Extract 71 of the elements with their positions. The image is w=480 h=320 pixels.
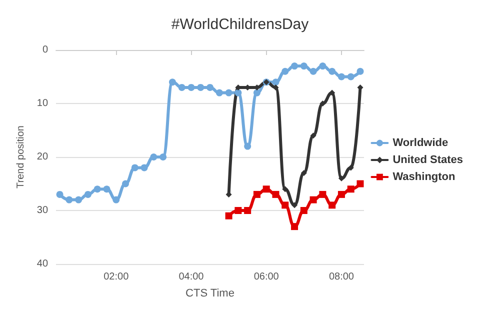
point bbox=[84, 190, 92, 198]
point bbox=[150, 154, 158, 160]
point bbox=[66, 196, 73, 204]
point bbox=[319, 190, 326, 198]
point bbox=[253, 190, 260, 198]
point bbox=[328, 68, 336, 75]
point bbox=[244, 207, 252, 214]
point bbox=[253, 89, 260, 96]
y-tick-label: 30 bbox=[36, 205, 48, 216]
x-tick-label: 08:00 bbox=[328, 272, 354, 282]
point bbox=[282, 186, 288, 192]
point bbox=[329, 90, 336, 96]
legend-label: Washington bbox=[392, 171, 456, 183]
point bbox=[103, 186, 110, 193]
chart-title: #WorldChildrensDay bbox=[171, 16, 310, 33]
point bbox=[272, 190, 280, 198]
y-tick-label: 40 bbox=[36, 258, 48, 270]
point bbox=[292, 202, 298, 208]
y-axis-title: Trend position bbox=[16, 126, 26, 188]
x-axis-title: CTS Time bbox=[186, 288, 234, 300]
point bbox=[188, 84, 195, 91]
point bbox=[356, 180, 364, 188]
point bbox=[244, 142, 252, 150]
legend-label: United States bbox=[392, 154, 464, 166]
point bbox=[338, 73, 345, 80]
point bbox=[234, 207, 242, 214]
point bbox=[272, 78, 280, 86]
point bbox=[234, 89, 242, 96]
point bbox=[75, 196, 82, 204]
x-tick-label: 06:00 bbox=[254, 272, 280, 282]
point bbox=[347, 73, 354, 80]
point bbox=[348, 164, 354, 171]
point bbox=[197, 84, 204, 91]
x-tick-label: 04:00 bbox=[178, 272, 204, 282]
point bbox=[319, 62, 326, 70]
point bbox=[338, 175, 344, 182]
point bbox=[272, 84, 279, 90]
point bbox=[122, 180, 130, 188]
point bbox=[300, 207, 308, 214]
point bbox=[168, 78, 176, 86]
point bbox=[216, 89, 223, 96]
point bbox=[320, 100, 326, 106]
y-tick-label: 20 bbox=[36, 152, 48, 162]
point bbox=[282, 68, 289, 75]
point bbox=[206, 84, 214, 91]
point bbox=[328, 202, 336, 209]
point bbox=[225, 89, 232, 96]
point bbox=[160, 154, 167, 160]
point bbox=[282, 202, 289, 209]
point bbox=[310, 68, 317, 75]
point bbox=[262, 186, 270, 193]
point bbox=[338, 190, 345, 198]
point bbox=[291, 223, 298, 230]
y-tick-label: 0 bbox=[42, 44, 48, 56]
point bbox=[310, 196, 317, 204]
point bbox=[131, 164, 138, 172]
point bbox=[225, 212, 232, 220]
point bbox=[347, 186, 354, 193]
point bbox=[291, 62, 298, 70]
point bbox=[56, 190, 64, 198]
point bbox=[310, 132, 316, 139]
point bbox=[300, 170, 307, 176]
point bbox=[112, 196, 120, 204]
point bbox=[356, 68, 364, 75]
legend-label: Worldwide bbox=[392, 137, 448, 149]
x-tick-label: 02:00 bbox=[104, 272, 130, 282]
point bbox=[94, 186, 101, 193]
point bbox=[300, 62, 308, 70]
point bbox=[140, 164, 148, 172]
y-tick-label: 10 bbox=[36, 98, 48, 109]
point bbox=[178, 84, 186, 91]
